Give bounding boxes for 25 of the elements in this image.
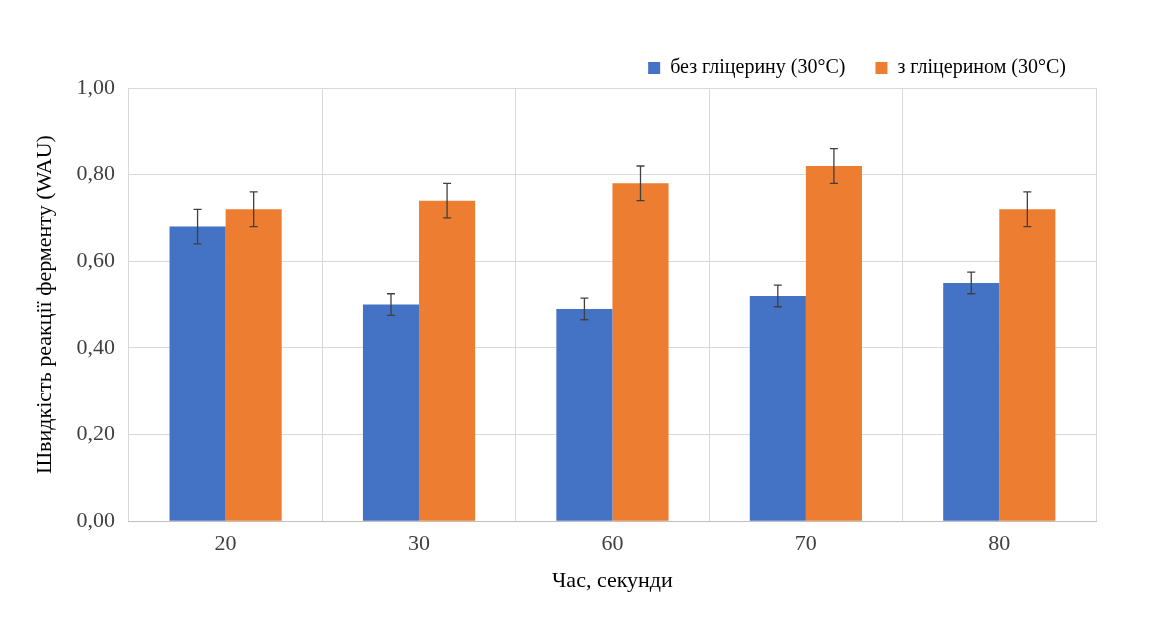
bar (556, 308, 613, 521)
bar (362, 304, 420, 521)
bar (999, 209, 1056, 521)
x-tick-label: 60 (601, 530, 624, 556)
y-tick-label: 0,80 (76, 160, 115, 186)
bar (169, 226, 226, 521)
x-tick-label: 20 (214, 530, 237, 556)
bar (943, 282, 1000, 521)
y-tick-label: 1,00 (76, 73, 115, 99)
x-tick-label: 80 (988, 530, 1011, 556)
bar (612, 183, 669, 521)
legend-label: з гліцерином (30°C) (897, 55, 1066, 79)
y-tick-label: 0,00 (76, 506, 115, 532)
x-tick-label: 30 (408, 530, 431, 556)
y-tick-label: 0,40 (76, 333, 115, 359)
bar (225, 209, 282, 521)
y-axis-title: Швидкість реакції ферменту (WAU) (30, 135, 56, 475)
x-axis-title: Час, секунди (552, 566, 674, 592)
bar (805, 165, 862, 521)
bar (749, 295, 806, 521)
y-tick-label: 0,20 (76, 420, 115, 446)
legend-label: без гліцерину (30°C) (670, 55, 846, 79)
bar (419, 200, 476, 521)
x-tick-label: 70 (794, 530, 817, 556)
y-tick-label: 0,60 (76, 247, 115, 273)
